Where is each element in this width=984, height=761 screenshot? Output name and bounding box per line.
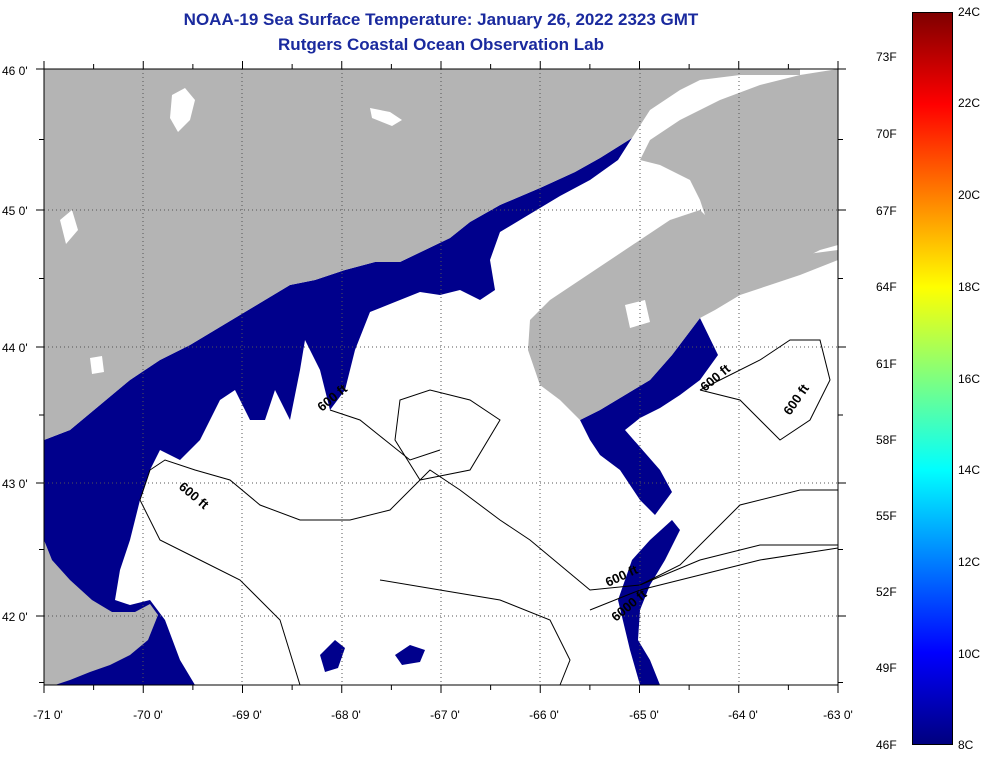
longitude-tick-label: -70 0'	[133, 708, 163, 722]
cold-water-scotian-shelf	[580, 318, 718, 515]
cold-water-patch	[395, 645, 425, 665]
land-cape-cod	[44, 540, 158, 685]
colorbar-celsius-label: 16C	[958, 372, 981, 386]
colorbar-fahrenheit-label: 73F	[876, 50, 897, 64]
latitude-labels: 46 0' 45 0' 44 0' 43 0' 42 0'	[2, 64, 28, 624]
longitude-tick-label: -65 0'	[629, 708, 659, 722]
longitude-tick-label: -63 0'	[823, 708, 853, 722]
longitude-tick-label: -68 0'	[331, 708, 361, 722]
colorbar-celsius-label: 24C	[958, 5, 981, 19]
lake	[370, 108, 402, 126]
temperature-colorbar	[912, 12, 953, 745]
cold-water-gulf-of-maine	[44, 138, 632, 685]
colorbar-celsius-label: 22C	[958, 96, 981, 110]
latitude-tick-label: 45 0'	[2, 204, 28, 218]
lake	[170, 88, 195, 132]
longitude-tick-label: -69 0'	[232, 708, 262, 722]
longitude-tick-label: -71 0'	[33, 708, 63, 722]
colorbar-fahrenheit-label: 70F	[876, 127, 897, 141]
colorbar-celsius-label: 12C	[958, 555, 981, 569]
colorbar-fahrenheit-label: 49F	[876, 661, 897, 675]
land-nova-scotia	[528, 210, 838, 420]
colorbar-fahrenheit-label: 52F	[876, 585, 897, 599]
axis-ticks	[36, 61, 846, 693]
cold-water-patch	[618, 520, 680, 685]
colorbar-celsius-label: 8C	[958, 738, 974, 752]
lake	[60, 210, 78, 244]
land-new-england	[44, 69, 800, 440]
lake	[625, 300, 650, 328]
longitude-tick-label: -64 0'	[728, 708, 758, 722]
cold-water-patch	[320, 640, 345, 672]
colorbar-fahrenheit-label: 64F	[876, 280, 897, 294]
chart-title: NOAA-19 Sea Surface Temperature: January…	[183, 10, 699, 29]
bathymetry-contours	[139, 339, 839, 686]
chart-subtitle: Rutgers Coastal Ocean Observation Lab	[278, 35, 604, 54]
latitude-tick-label: 42 0'	[2, 610, 28, 624]
longitude-tick-label: -67 0'	[430, 708, 460, 722]
colorbar-fahrenheit-label: 58F	[876, 433, 897, 447]
longitude-tick-label: -66 0'	[529, 708, 559, 722]
colorbar-fahrenheit-label: 46F	[876, 738, 897, 752]
latitude-tick-label: 44 0'	[2, 341, 28, 355]
colorbar-celsius-label: 14C	[958, 463, 981, 477]
colorbar-fahrenheit-label: 67F	[876, 204, 897, 218]
latitude-tick-label: 43 0'	[2, 477, 28, 491]
latitude-tick-label: 46 0'	[2, 64, 28, 78]
colorbar-fahrenheit-label: 55F	[876, 509, 897, 523]
colorbar-celsius-label: 18C	[958, 280, 981, 294]
lake	[90, 356, 104, 374]
colorbar-fahrenheit-label: 61F	[876, 357, 897, 371]
colorbar-celsius-label: 20C	[958, 188, 981, 202]
colorbar-celsius-label: 10C	[958, 647, 981, 661]
longitude-labels: -71 0' -70 0' -69 0' -68 0' -67 0' -66 0…	[33, 708, 853, 722]
graticule	[44, 69, 838, 685]
